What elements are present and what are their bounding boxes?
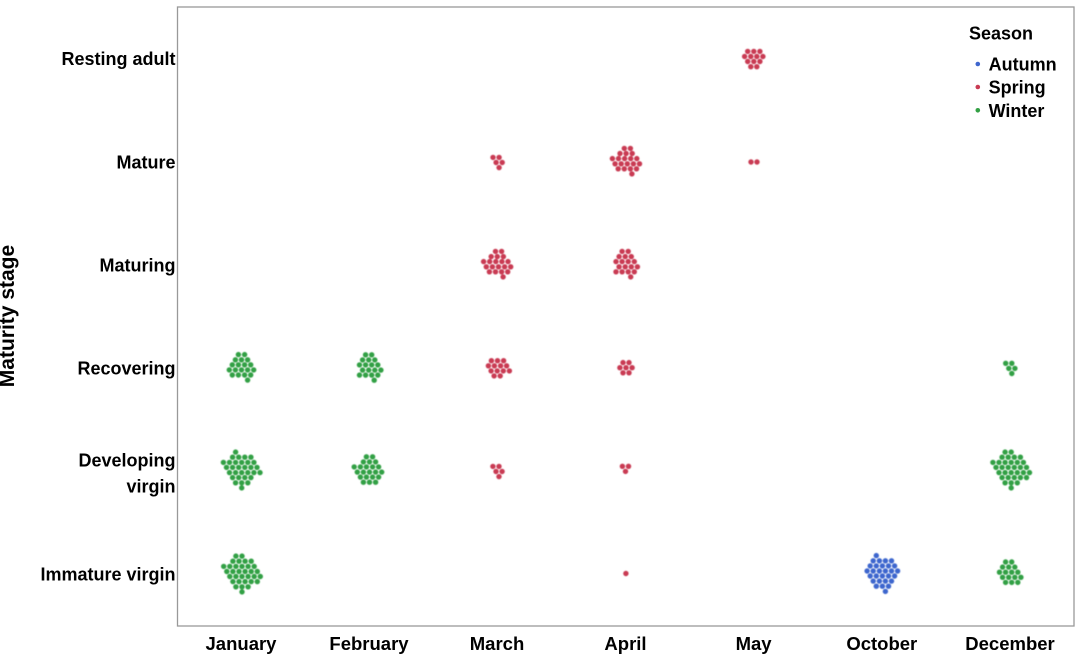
svg-text:Autumn: Autumn <box>989 55 1057 75</box>
svg-text:virgin: virgin <box>126 477 175 497</box>
svg-text:March: March <box>470 633 525 654</box>
svg-text:February: February <box>329 633 409 654</box>
svg-text:Mature: Mature <box>116 152 175 172</box>
svg-text:May: May <box>736 633 773 654</box>
svg-text:Resting adult: Resting adult <box>61 49 175 69</box>
svg-text:Immature virgin: Immature virgin <box>40 565 175 585</box>
svg-text:Maturity stage: Maturity stage <box>0 245 19 387</box>
svg-text:Recovering: Recovering <box>77 359 175 379</box>
svg-text:Season: Season <box>969 24 1033 44</box>
svg-text:January: January <box>206 633 278 654</box>
svg-text:April: April <box>604 633 646 654</box>
svg-text:December: December <box>965 633 1054 654</box>
svg-text:October: October <box>846 633 917 654</box>
svg-text:Spring: Spring <box>989 78 1046 98</box>
svg-text:Developing: Developing <box>78 451 175 471</box>
svg-text:Winter: Winter <box>989 101 1045 121</box>
svg-text:Maturing: Maturing <box>100 256 176 276</box>
